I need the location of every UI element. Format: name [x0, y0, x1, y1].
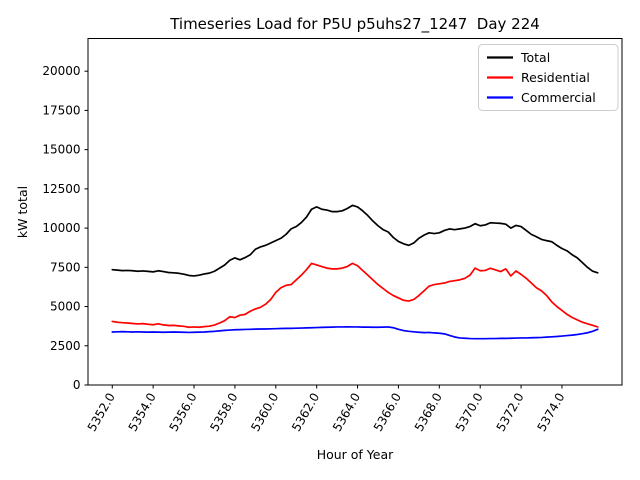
y-tick-label: 7500	[50, 260, 81, 274]
x-tick-label: 5352.0	[85, 391, 118, 434]
y-tick-label: 20000	[42, 64, 80, 78]
legend: Total Residential Commercial	[478, 44, 619, 111]
chart-title: Timeseries Load for P5U p5uhs27_1247 Day…	[169, 15, 540, 34]
legend-label-residential: Residential	[521, 70, 590, 85]
series-line-commercial	[111, 325, 599, 340]
legend-entry-residential: Residential	[487, 70, 590, 85]
x-tick-label: 5368.0	[412, 391, 445, 434]
y-tick-label: 0	[73, 378, 81, 392]
legend-entry-commercial: Commercial	[487, 90, 596, 105]
x-axis-label: Hour of Year	[317, 447, 394, 462]
y-tick-label: 5000	[50, 300, 81, 314]
plot-border	[87, 38, 623, 386]
x-tick-label: 5370.0	[453, 391, 486, 434]
legend-label-total: Total	[520, 50, 550, 65]
series-line-residential	[111, 262, 599, 329]
x-tick-label: 5364.0	[330, 391, 363, 434]
y-tick-label: 15000	[42, 143, 80, 157]
x-tick-label: 5366.0	[371, 391, 404, 434]
series-line-total	[111, 204, 599, 277]
legend-box	[478, 44, 619, 111]
legend-entry-total: Total	[487, 50, 550, 65]
y-axis-label: kW total	[15, 186, 30, 238]
x-tick-label: 5358.0	[207, 391, 240, 434]
x-tick-label: 5372.0	[494, 391, 527, 434]
y-tick-label: 10000	[42, 221, 80, 235]
y-tick-label: 17500	[42, 103, 80, 117]
x-tick-label: 5360.0	[248, 391, 281, 434]
x-tick-label: 5356.0	[167, 391, 200, 434]
y-tick-label: 12500	[42, 182, 80, 196]
legend-label-commercial: Commercial	[521, 90, 596, 105]
x-tick-label: 5354.0	[126, 391, 159, 434]
x-tick-label: 5374.0	[534, 391, 567, 434]
x-tick-label: 5362.0	[289, 391, 322, 434]
y-tick-label: 2500	[50, 339, 81, 353]
